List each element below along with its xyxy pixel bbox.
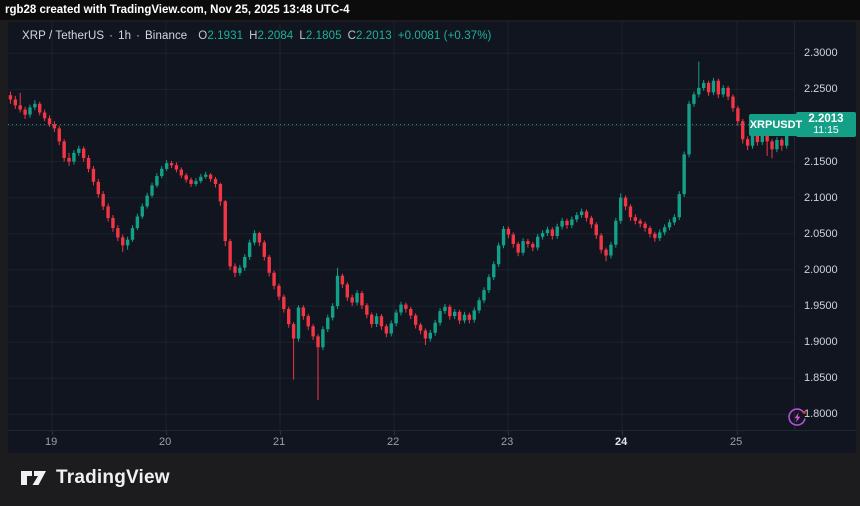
time-tick-label: 20 bbox=[159, 436, 172, 448]
ohlc-low-value: 2.1805 bbox=[305, 30, 342, 42]
time-tick-mark bbox=[508, 431, 509, 435]
legend-dot2: · bbox=[136, 30, 141, 42]
time-tick-label: 23 bbox=[501, 436, 514, 448]
last-price-box: 2.2013 11:15 bbox=[796, 112, 856, 138]
attribution-text: rgb28 created with TradingView.com, Nov … bbox=[5, 4, 350, 16]
ohlc-open-value: 2.1931 bbox=[207, 30, 244, 42]
attribution-bar: rgb28 created with TradingView.com, Nov … bbox=[0, 0, 860, 20]
price-tick-label: 2.0500 bbox=[804, 227, 838, 240]
lightning-icon[interactable] bbox=[788, 408, 807, 427]
ohlc-open-label: O bbox=[198, 30, 208, 42]
chart-window: XRP / TetherUS · 1h · Binance O2.1931 H2.2084 L… bbox=[8, 22, 856, 453]
time-tick-mark bbox=[394, 431, 395, 435]
price-tick-label: 2.1000 bbox=[804, 191, 838, 204]
ohlc-high-label: H bbox=[249, 30, 258, 42]
time-tick-mark bbox=[52, 431, 53, 435]
last-price-time: 11:15 bbox=[813, 124, 839, 137]
time-tick-label: 24 bbox=[615, 436, 628, 448]
time-tick-label: 22 bbox=[387, 436, 400, 448]
price-plot[interactable]: XRP / TetherUS · 1h · Binance O2.1931 H2.2084 L… bbox=[8, 22, 794, 430]
price-tick-label: 1.9000 bbox=[804, 336, 838, 349]
legend-exchange: Binance bbox=[145, 30, 188, 42]
price-change: +0.0081 (+0.37%) bbox=[397, 30, 492, 42]
ohlc-low-label: L bbox=[299, 30, 306, 42]
page-footer: TradingView bbox=[0, 453, 860, 506]
time-tick-mark bbox=[166, 431, 167, 435]
price-tick-label: 1.8000 bbox=[804, 408, 838, 421]
price-tick-label: 2.0000 bbox=[804, 263, 838, 276]
legend-interval[interactable]: 1h bbox=[118, 30, 132, 42]
time-axis[interactable]: 19 20 21 22 23 24 25 bbox=[8, 430, 856, 453]
ohlc-close-value: 2.2013 bbox=[356, 30, 392, 42]
time-tick-mark bbox=[622, 431, 623, 435]
time-tick-label: 25 bbox=[730, 436, 743, 448]
price-tick-label: 2.3000 bbox=[804, 47, 838, 60]
candles-svg[interactable] bbox=[8, 22, 794, 430]
time-tick-label: 19 bbox=[45, 436, 58, 448]
ohlc-high-value: 2.2084 bbox=[257, 30, 294, 42]
price-tick-label: 2.2500 bbox=[804, 83, 838, 96]
price-tick-label: 1.9500 bbox=[804, 300, 838, 313]
chart-legend: XRP / TetherUS · 1h · Binance O2.1931 H2.2084 L… bbox=[22, 30, 491, 42]
legend-symbol[interactable]: XRP / TetherUS bbox=[22, 30, 105, 42]
price-axis[interactable]: 2.2013 11:15 2.3000 2.2500 2.1500 2.1000 2.0… bbox=[794, 22, 856, 430]
ohlc-close-label: C bbox=[347, 30, 356, 42]
time-tick-label: 21 bbox=[273, 436, 286, 448]
legend-dot1: · bbox=[109, 30, 114, 42]
last-price-value: 2.2013 bbox=[808, 113, 844, 126]
tradingview-brand-name: TradingView bbox=[56, 467, 170, 488]
tradingview-brand[interactable]: TradingView bbox=[20, 467, 170, 489]
time-tick-mark bbox=[737, 431, 738, 435]
time-tick-mark bbox=[280, 431, 281, 435]
price-tick-label: 2.1500 bbox=[804, 155, 838, 168]
symbol-tag: XRPUSDT bbox=[749, 113, 803, 136]
price-tick-label: 1.8500 bbox=[804, 372, 838, 385]
tradingview-logo-icon bbox=[21, 471, 46, 485]
chart-body: XRP / TetherUS · 1h · Binance O2.1931 H2.2084 L… bbox=[8, 22, 856, 430]
